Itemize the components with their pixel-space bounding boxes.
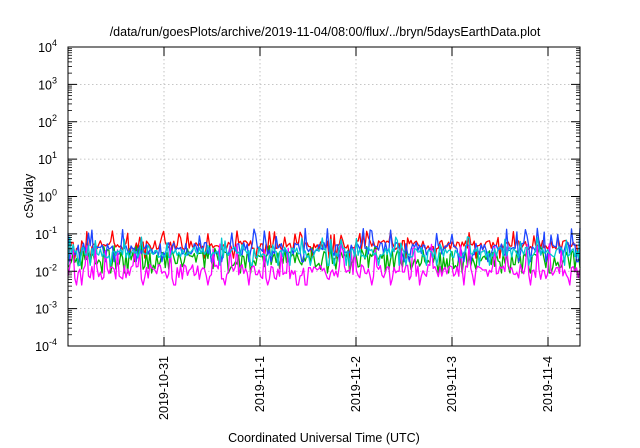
y-tick-label: 100 [38,188,57,205]
tick-marks [68,46,580,347]
x-tick-label: 2019-11-4 [541,356,555,412]
series-line [67,245,581,274]
x-tick-labels: 2019-10-31 2019-11-1 2019-11-2 2019-11-3 201… [157,356,555,420]
x-tick-label: 2019-11-1 [253,356,267,412]
y-tick-labels: 10-4 10-3 10-2 10-1 100 101 102 103 104 [35,38,57,354]
y-tick-label: 10-2 [35,262,57,279]
y-tick-label: 10-4 [35,337,57,354]
y-tick-label: 101 [38,150,57,167]
y-tick-label: 10-1 [35,225,57,242]
y-tick-label: 103 [38,75,57,92]
series-line [67,243,581,286]
y-tick-label: 104 [38,38,57,55]
grid-lines [68,47,580,346]
y-axis-label: cSv/day [22,173,36,218]
chart-title: /data/run/goesPlots/archive/2019-11-04/0… [110,25,541,39]
series-group [67,227,581,286]
y-tick-label: 10-3 [35,300,57,317]
x-tick-label: 2019-11-3 [445,356,459,412]
x-tick-label: 2019-11-2 [349,356,363,412]
x-axis-label: Coordinated Universal Time (UTC) [228,431,420,445]
x-tick-label: 2019-10-31 [157,356,171,420]
series-line [67,236,581,266]
y-tick-label: 102 [38,113,57,130]
